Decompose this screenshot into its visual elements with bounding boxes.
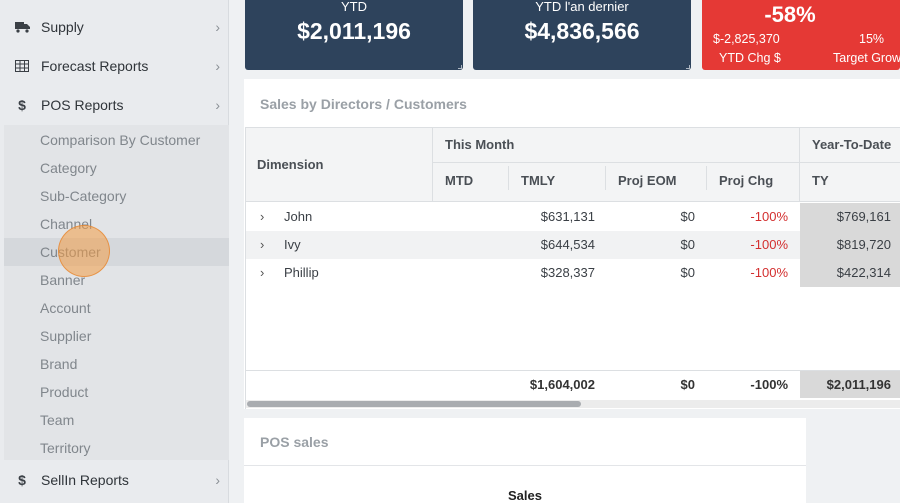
submenu-item-team[interactable]: Team xyxy=(4,406,229,434)
sales-by-directors-panel: Sales by Directors / Customers Dimension… xyxy=(244,79,900,409)
header-tmly[interactable]: TMLY xyxy=(521,173,556,188)
dollar-icon: $ xyxy=(18,97,26,113)
kpi-value: $2,011,196 xyxy=(297,18,411,44)
row-tmly: $644,534 xyxy=(540,237,595,252)
sidebar-item-label: POS Reports xyxy=(41,97,124,113)
kpi-ytd-card: YTD $2,011,196 xyxy=(245,0,463,70)
submenu-item-label: Territory xyxy=(40,440,91,456)
row-dimension: Ivy xyxy=(284,237,301,252)
kpi-target-label: Target Grow xyxy=(833,51,900,65)
resize-handle[interactable] xyxy=(686,65,690,69)
submenu-item-label: Channel xyxy=(40,216,93,232)
row-proj-chg: -100% xyxy=(750,265,788,280)
row-proj-eom: $0 xyxy=(680,237,695,252)
sidebar-item-forecast-reports[interactable]: Forecast Reports › xyxy=(0,49,229,83)
chevron-right-icon: › xyxy=(215,97,220,113)
submenu-item-customer[interactable]: Customer xyxy=(4,238,229,266)
row-proj-eom: $0 xyxy=(680,265,695,280)
submenu-item-label: Brand xyxy=(40,356,78,372)
sidebar: Supply › Forecast Reports › $ POS Report… xyxy=(0,0,229,503)
submenu-item-comparison-by-customer[interactable]: Comparison By Customer xyxy=(4,126,229,154)
header-proj-chg[interactable]: Proj Chg xyxy=(719,173,774,188)
submenu-item-product[interactable]: Product xyxy=(4,378,229,406)
kpi-label: YTD xyxy=(341,0,367,14)
kpi-change-value: $-2,825,370 xyxy=(713,32,780,46)
header-year-to-date: Year-To-Date xyxy=(812,137,892,152)
kpi-change-label: YTD Chg $ xyxy=(719,51,781,65)
submenu-item-supplier[interactable]: Supplier xyxy=(4,322,229,350)
pos-submenu xyxy=(4,125,229,460)
submenu-item-label: Sub-Category xyxy=(40,188,127,204)
sidebar-item-label: SellIn Reports xyxy=(41,472,129,488)
submenu-item-account[interactable]: Account xyxy=(4,294,229,322)
expand-row-icon[interactable]: › xyxy=(260,237,265,252)
row-dimension: John xyxy=(284,209,313,224)
header-dimension[interactable]: Dimension xyxy=(257,157,324,172)
submenu-item-channel[interactable]: Channel xyxy=(4,210,229,238)
dollar-icon: $ xyxy=(18,472,26,488)
sidebar-item-sellin-reports[interactable]: $ SellIn Reports › xyxy=(0,463,229,497)
submenu-item-label: Team xyxy=(40,412,75,428)
table-totals-row: $1,604,002 $0 -100% $2,011,196 xyxy=(246,370,900,398)
expand-row-icon[interactable]: › xyxy=(260,209,265,224)
row-tmly: $328,337 xyxy=(540,265,595,280)
submenu-item-label: Customer xyxy=(40,244,101,260)
header-ty[interactable]: TY xyxy=(812,173,829,188)
table-row: › Phillip $328,337 $0 -100% $422,314 xyxy=(246,259,900,287)
expand-row-icon[interactable]: › xyxy=(260,265,265,280)
header-mtd[interactable]: MTD xyxy=(445,173,474,188)
submenu-item-category[interactable]: Category xyxy=(4,154,229,182)
submenu-item-banner[interactable]: Banner xyxy=(4,266,229,294)
pos-sales-panel: POS sales Sales xyxy=(244,418,806,503)
kpi-label: YTD l'an dernier xyxy=(535,0,629,14)
table-row: › John $631,131 $0 -100% $769,161 xyxy=(246,203,900,231)
panel-divider xyxy=(244,465,806,466)
total-proj-eom: $0 xyxy=(680,377,695,392)
kpi-change-percent: -58% xyxy=(764,2,816,27)
row-proj-eom: $0 xyxy=(680,209,695,224)
sidebar-item-supply[interactable]: Supply › xyxy=(0,10,229,44)
sidebar-item-label: Forecast Reports xyxy=(41,58,149,74)
row-proj-chg: -100% xyxy=(750,237,788,252)
truck-icon xyxy=(14,19,30,35)
panel-title: POS sales xyxy=(260,434,329,450)
kpi-ytd-last-year-card: YTD l'an dernier $4,836,566 xyxy=(473,0,691,70)
resize-handle[interactable] xyxy=(458,65,462,69)
header-this-month: This Month xyxy=(445,137,515,152)
total-tmly: $1,604,002 xyxy=(529,377,595,392)
submenu-item-label: Account xyxy=(40,300,91,316)
horizontal-scrollbar-thumb[interactable] xyxy=(247,401,581,407)
submenu-item-label: Supplier xyxy=(40,328,92,344)
submenu-item-label: Comparison By Customer xyxy=(40,132,201,148)
header-proj-eom[interactable]: Proj EOM xyxy=(618,173,677,188)
row-proj-chg: -100% xyxy=(750,209,788,224)
row-ty: $819,720 xyxy=(836,237,891,252)
kpi-change-card: -58% $-2,825,370 15% YTD Chg $ Target Gr… xyxy=(702,0,900,70)
submenu-item-label: Banner xyxy=(40,272,86,288)
chevron-right-icon: › xyxy=(215,19,220,35)
submenu-item-label: Product xyxy=(40,384,89,400)
chart-title: Sales xyxy=(508,488,542,503)
sidebar-item-pos-reports[interactable]: $ POS Reports › xyxy=(0,88,229,122)
sidebar-item-label: Supply xyxy=(41,19,84,35)
row-dimension: Phillip xyxy=(284,265,319,280)
kpi-value: $4,836,566 xyxy=(524,18,640,44)
row-ty: $769,161 xyxy=(836,209,891,224)
chevron-right-icon: › xyxy=(215,58,220,74)
submenu-item-territory[interactable]: Territory xyxy=(4,434,229,462)
submenu-item-sub-category[interactable]: Sub-Category xyxy=(4,182,229,210)
submenu-item-brand[interactable]: Brand xyxy=(4,350,229,378)
total-ty: $2,011,196 xyxy=(826,377,891,392)
row-ty: $422,314 xyxy=(836,265,891,280)
chevron-right-icon: › xyxy=(215,472,220,488)
sales-pivot-table: Dimension This Month Year-To-Date MTD TM… xyxy=(245,127,900,409)
row-tmly: $631,131 xyxy=(540,209,595,224)
panel-title: Sales by Directors / Customers xyxy=(260,96,467,112)
kpi-target-percent: 15% xyxy=(859,32,885,46)
total-proj-chg: -100% xyxy=(750,377,788,392)
table-icon xyxy=(14,58,30,74)
table-row: › Ivy $644,534 $0 -100% $819,720 xyxy=(246,231,900,259)
submenu-item-label: Category xyxy=(40,160,97,176)
table-header: Dimension This Month Year-To-Date MTD TM… xyxy=(246,128,900,202)
